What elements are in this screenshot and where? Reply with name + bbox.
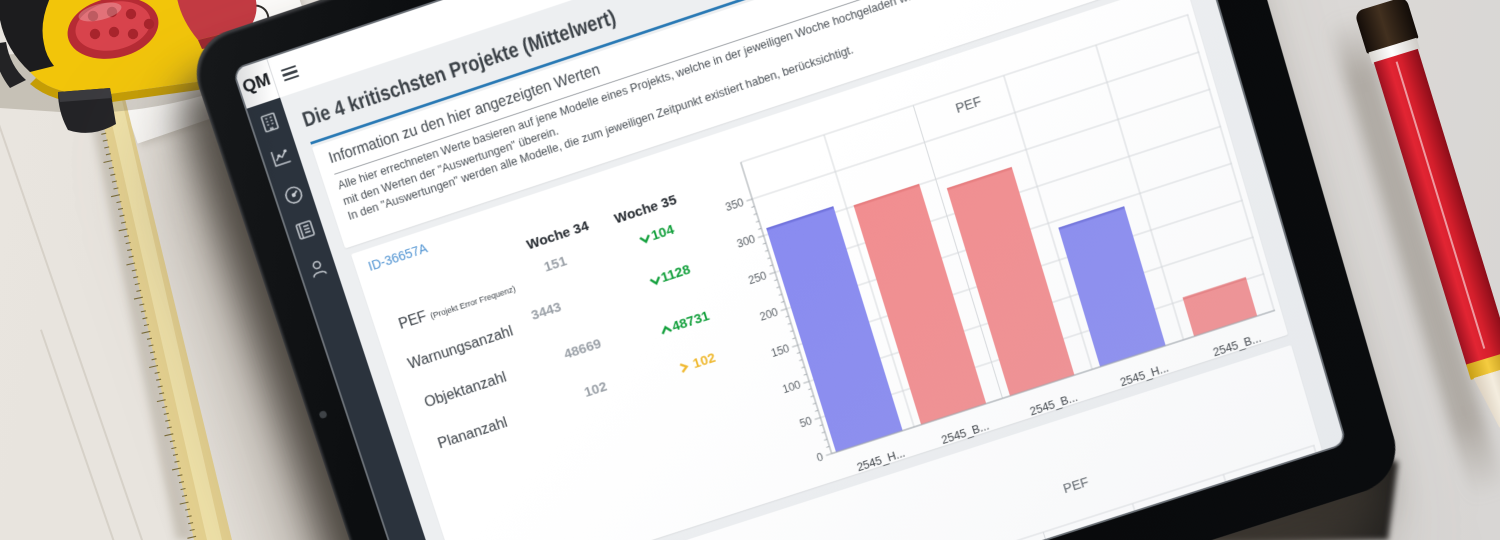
svg-text:2545_B...: 2545_B...	[1029, 392, 1080, 418]
svg-text:50: 50	[798, 415, 813, 430]
svg-text:300: 300	[736, 234, 757, 251]
svg-text:0: 0	[816, 452, 825, 465]
svg-text:250: 250	[747, 270, 768, 287]
svg-text:2545_B...: 2545_B...	[1212, 333, 1263, 360]
svg-text:PEF: PEF	[954, 93, 983, 116]
svg-text:350: 350	[724, 197, 745, 214]
svg-text:100: 100	[781, 379, 802, 396]
svg-text:150: 150	[770, 343, 791, 360]
svg-text:200: 200	[759, 307, 780, 324]
svg-text:2545_B...: 2545_B...	[940, 421, 990, 447]
